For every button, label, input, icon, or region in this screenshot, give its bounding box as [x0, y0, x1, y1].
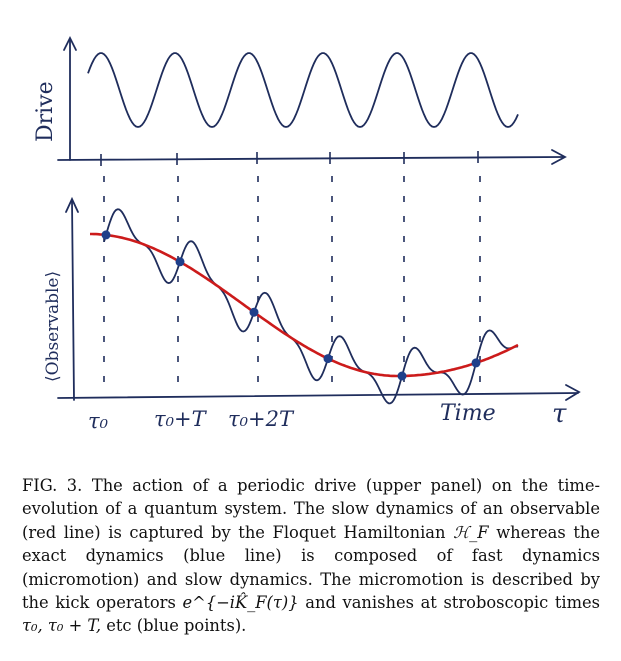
drive-label: Drive — [33, 81, 58, 142]
slow-dynamics-curve — [90, 232, 519, 378]
tau-axis-label: τ — [552, 399, 567, 429]
caption-text-2: whereas the exact dynamics (blue line) i… — [22, 522, 600, 613]
stroboscopic-point-5 — [471, 358, 481, 368]
floquet-figure: Drive ⟨Observable⟩ Time τ τ₀ τ₀+T τ₀+2T — [33, 35, 581, 433]
caption-math-hf: ℋ_F — [453, 522, 489, 542]
observable-label: ⟨Observable⟩ — [43, 271, 63, 382]
caption-label: FIG. 3. — [22, 476, 83, 495]
stroboscopic-points — [101, 230, 481, 381]
drive-x-arrowhead — [551, 149, 567, 165]
stroboscopic-dashed-lines — [103, 176, 481, 394]
caption-text-3: and vanishes at stroboscopic times — [305, 593, 600, 613]
caption-text-4: etc (blue points). — [106, 616, 247, 636]
observable-x-arrowhead — [565, 384, 581, 401]
figure-caption: FIG. 3. The action of a periodic drive (… — [22, 474, 600, 638]
drive-ticks — [100, 151, 479, 166]
drive-y-arrowhead — [63, 35, 77, 51]
caption-math-kick: e^{−iK̂_F(τ)} — [182, 593, 299, 613]
tick-label-tau0: τ₀ — [88, 409, 109, 433]
observable-y-arrowhead — [65, 196, 79, 213]
drive-axes — [57, 35, 567, 165]
observable-x-axis — [57, 392, 579, 399]
tick-label-tau0-plus-T: τ₀+T — [154, 407, 208, 431]
drive-sine-wave — [87, 52, 519, 128]
observable-y-axis — [71, 199, 75, 401]
stroboscopic-point-4 — [397, 371, 407, 381]
caption-math-times: τ₀, τ₀ + T, — [22, 616, 102, 636]
tick-label-tau0-plus-2T: τ₀+2T — [228, 407, 295, 431]
stroboscopic-point-1 — [175, 257, 185, 267]
stroboscopic-point-3 — [323, 354, 333, 364]
stroboscopic-point-0 — [101, 230, 111, 240]
stroboscopic-point-2 — [249, 307, 259, 317]
time-label: Time — [440, 401, 496, 426]
caption-text-1: The action of a periodic drive (upper pa… — [22, 476, 600, 542]
exact-dynamics-curve — [103, 208, 519, 405]
observable-axes — [57, 196, 581, 401]
drive-x-axis — [57, 156, 564, 161]
